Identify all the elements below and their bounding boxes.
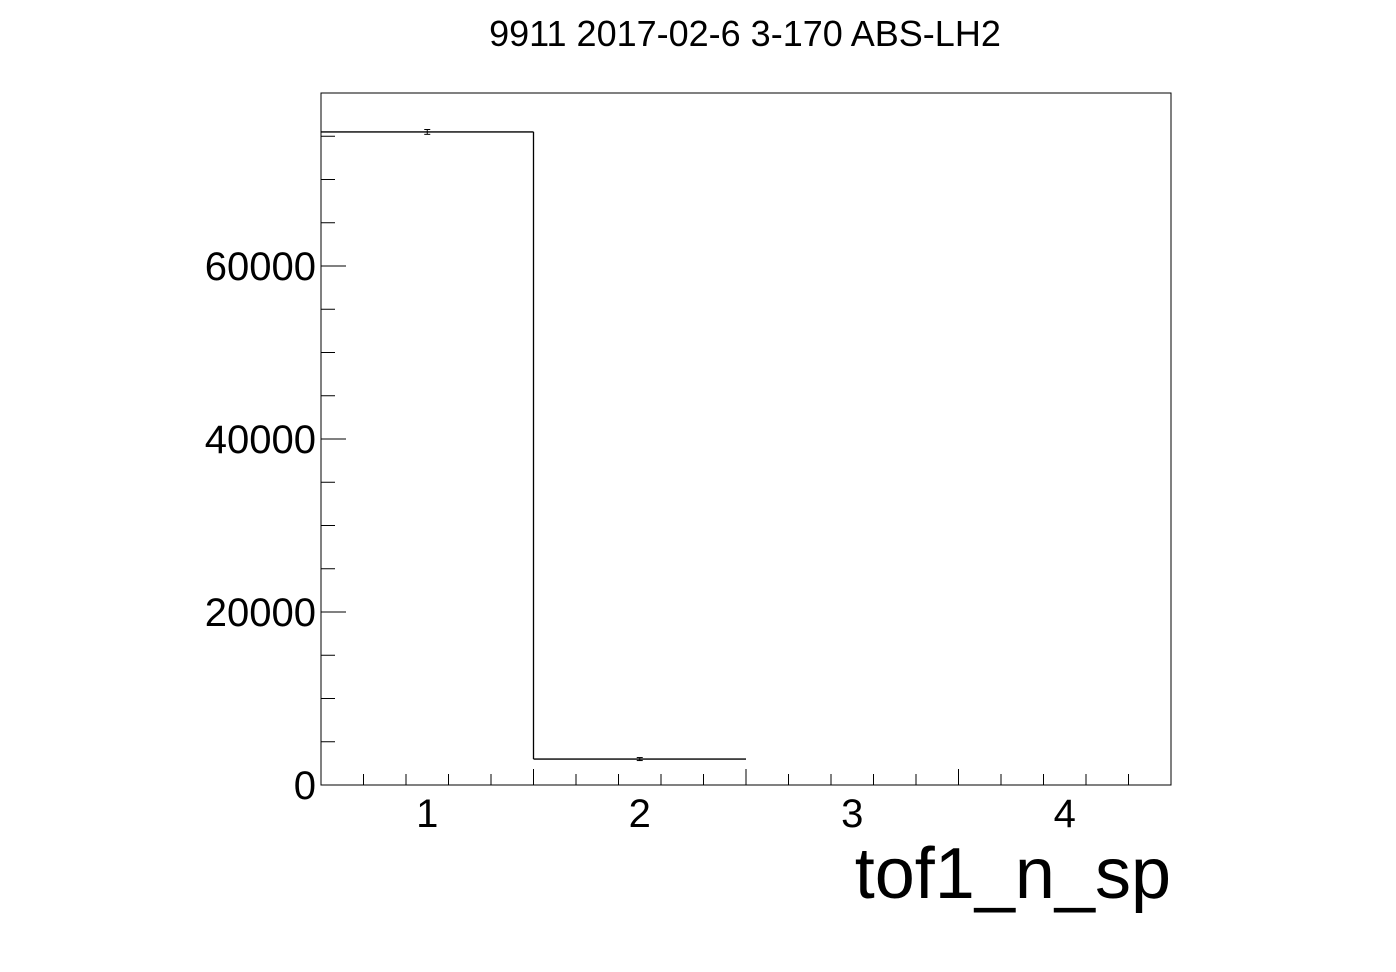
x-tick-label: 1 [416, 792, 438, 836]
x-tick-label: 3 [841, 792, 863, 836]
y-tick-label: 40000 [205, 418, 316, 462]
y-tick-label: 60000 [205, 245, 316, 289]
x-axis: 1 2 3 4 [320, 769, 1172, 836]
x-tick-label: 2 [629, 792, 651, 836]
x-tick-label: 4 [1054, 792, 1076, 836]
plot-frame [320, 92, 1172, 786]
x-axis-label: tof1_n_sp [855, 834, 1171, 914]
histogram-bins [321, 129, 746, 762]
y-axis: 0 20000 40000 60000 [205, 92, 346, 808]
y-tick-label: 20000 [205, 591, 316, 635]
y-tick-label: 0 [294, 764, 316, 808]
chart-title: 9911 2017-02-6 3-170 ABS-LH2 [489, 13, 1001, 54]
